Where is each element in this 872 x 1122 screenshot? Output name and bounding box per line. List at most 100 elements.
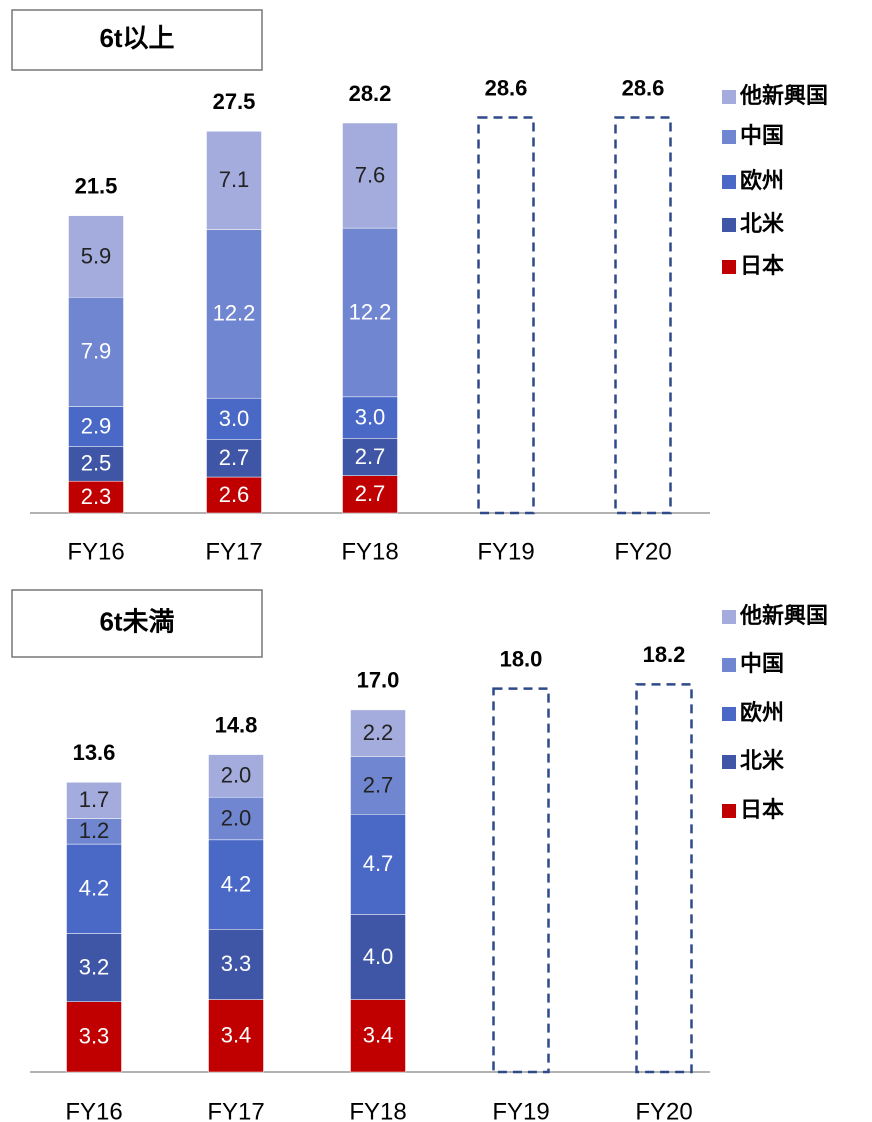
legend-swatch xyxy=(722,610,736,624)
x-tick-label: FY18 xyxy=(349,1098,406,1122)
legend-swatch xyxy=(722,707,736,721)
bar-segment xyxy=(208,839,264,930)
data-label: 1.2 xyxy=(79,818,110,843)
x-tick-label: FY19 xyxy=(477,538,534,565)
legend-swatch xyxy=(722,260,736,274)
legend-swatch xyxy=(722,175,736,189)
total-label: 28.6 xyxy=(485,75,528,100)
bar-segment xyxy=(350,814,406,915)
data-label: 3.4 xyxy=(221,1023,252,1048)
forecast-outline xyxy=(635,683,693,1074)
x-tick-label: FY16 xyxy=(67,538,124,565)
legend-label: 日本 xyxy=(740,797,784,822)
bar-segment xyxy=(208,929,264,1000)
forecast-outline xyxy=(477,116,535,515)
legend-label: 北米 xyxy=(740,211,785,236)
bar-segment xyxy=(208,999,264,1073)
data-label: 2.7 xyxy=(219,445,250,470)
data-label: 2.7 xyxy=(355,444,386,469)
data-label: 12.2 xyxy=(349,299,392,324)
legend-label: 日本 xyxy=(740,253,784,278)
data-label: 2.2 xyxy=(363,720,394,745)
data-label: 2.7 xyxy=(363,772,394,797)
data-label: 3.3 xyxy=(79,1024,110,1049)
legend-label: 欧州 xyxy=(740,700,784,725)
total-label: 18.0 xyxy=(500,646,543,671)
legend-swatch xyxy=(722,658,736,672)
legend-swatch xyxy=(722,804,736,818)
data-label: 3.0 xyxy=(219,406,250,431)
bar-segment xyxy=(350,756,406,815)
legend-label: 欧州 xyxy=(740,168,784,193)
bar-segment xyxy=(206,439,262,478)
bar-segment xyxy=(68,480,124,514)
data-label: 4.2 xyxy=(221,871,252,896)
bar-segment xyxy=(208,796,264,841)
bar-segment xyxy=(350,914,406,1000)
data-label: 4.0 xyxy=(363,944,394,969)
legend-label: 他新興国 xyxy=(739,83,828,108)
x-tick-label: FY17 xyxy=(205,538,262,565)
x-tick-label: FY16 xyxy=(65,1098,122,1122)
forecast-outline xyxy=(492,687,550,1074)
bar-segment xyxy=(66,843,122,934)
legend-swatch xyxy=(722,90,736,104)
data-label: 5.9 xyxy=(81,243,112,268)
bar-segment xyxy=(342,396,398,439)
bar-segment xyxy=(66,933,122,1002)
bar-segment xyxy=(68,297,124,407)
bar-segment xyxy=(342,475,398,514)
data-label: 1.7 xyxy=(79,787,110,812)
title-box xyxy=(11,589,263,658)
data-label: 3.3 xyxy=(221,951,252,976)
data-label: 2.9 xyxy=(81,413,112,438)
data-label: 2.0 xyxy=(221,763,252,788)
bar-segment xyxy=(68,215,124,298)
total-label: 21.5 xyxy=(75,173,118,198)
data-label: 2.7 xyxy=(355,481,386,506)
data-label: 12.2 xyxy=(213,301,256,326)
bar-segment xyxy=(350,999,406,1073)
legend-label: 中国 xyxy=(740,123,784,148)
total-label: 28.6 xyxy=(622,75,665,100)
forecast-outline xyxy=(614,116,672,515)
bar-segment xyxy=(68,406,124,447)
bar-segment xyxy=(66,782,122,819)
legend-swatch xyxy=(722,218,736,232)
bar-segment xyxy=(66,1001,122,1073)
chart-title: 6t以上 xyxy=(99,23,174,53)
bar-segment xyxy=(350,709,406,758)
bar-segment xyxy=(208,754,264,798)
data-label: 7.9 xyxy=(81,339,112,364)
x-tick-label: FY20 xyxy=(614,538,671,565)
total-label: 18.2 xyxy=(643,642,686,667)
data-label: 2.5 xyxy=(81,451,112,476)
x-tick-label: FY18 xyxy=(341,538,398,565)
data-label: 3.0 xyxy=(355,404,386,429)
bar-segment xyxy=(206,229,262,399)
bar-segment xyxy=(342,227,398,398)
data-label: 4.2 xyxy=(79,876,110,901)
x-tick-label: FY20 xyxy=(635,1098,692,1122)
data-label: 3.2 xyxy=(79,954,110,979)
data-label: 3.4 xyxy=(363,1023,394,1048)
data-label: 2.3 xyxy=(81,484,112,509)
data-label: 7.1 xyxy=(219,167,250,192)
x-tick-label: FY19 xyxy=(492,1098,549,1122)
bar-segment xyxy=(342,122,398,229)
total-label: 28.2 xyxy=(349,81,392,106)
legend-label: 他新興国 xyxy=(739,603,828,628)
bar-segment xyxy=(66,818,122,845)
chart-title: 6t未満 xyxy=(99,606,174,636)
total-label: 14.8 xyxy=(215,712,258,737)
data-label: 2.6 xyxy=(219,482,250,507)
bar-segment xyxy=(206,476,262,514)
total-label: 27.5 xyxy=(213,89,256,114)
legend-label: 中国 xyxy=(740,651,784,676)
data-label: 4.7 xyxy=(363,851,394,876)
total-label: 17.0 xyxy=(357,668,400,693)
bar-segment xyxy=(206,397,262,440)
data-label: 2.0 xyxy=(221,805,252,830)
legend-swatch xyxy=(722,755,736,769)
